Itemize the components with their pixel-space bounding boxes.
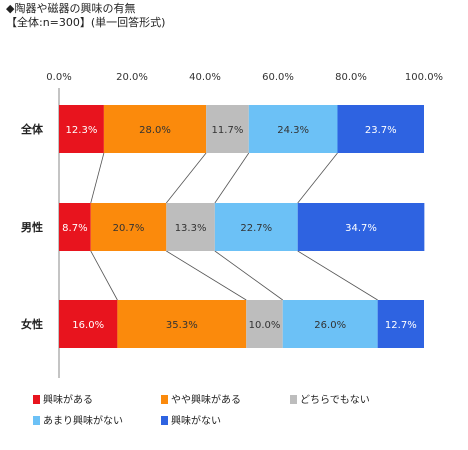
data-label: 35.3%: [166, 320, 198, 331]
connector-line: [214, 250, 283, 301]
chart-title: ◆陶器や磁器の興味の有無: [6, 2, 136, 15]
legend-label: 興味がある: [43, 393, 93, 406]
bar-segment: [297, 203, 425, 251]
bar-segment: [206, 105, 249, 153]
data-label: 28.0%: [139, 125, 171, 136]
x-tick-label: 100.0%: [405, 72, 443, 83]
data-label: 12.3%: [66, 125, 98, 136]
bar-segment: [59, 203, 91, 251]
data-label: 16.0%: [72, 320, 104, 331]
bar-segment: [377, 300, 424, 348]
x-tick-label: 20.0%: [116, 72, 148, 83]
connector-line: [297, 152, 338, 204]
legend-swatch: [161, 395, 168, 404]
bar-segment: [103, 105, 207, 153]
data-label: 11.7%: [212, 125, 244, 136]
data-label: 20.7%: [113, 223, 145, 234]
bar-segment: [166, 203, 215, 251]
legend-label: あまり興味がない: [43, 414, 123, 427]
legend-label: どちらでもない: [300, 394, 370, 406]
bar-segment: [337, 105, 424, 153]
bar-segment: [214, 203, 298, 251]
legend-swatch: [161, 416, 168, 425]
bar-segment: [282, 300, 378, 348]
data-label: 23.7%: [365, 125, 397, 136]
x-tick-label: 80.0%: [335, 72, 367, 83]
data-label: 34.7%: [345, 223, 377, 234]
data-label: 12.7%: [385, 320, 417, 331]
category-label: 全体: [20, 122, 44, 136]
data-label: 8.7%: [62, 223, 87, 234]
connector-line: [166, 250, 247, 301]
data-label: 24.3%: [277, 125, 309, 136]
connector-line: [297, 250, 378, 301]
bar-segment: [90, 203, 167, 251]
data-label: 13.3%: [175, 223, 207, 234]
data-label: 22.7%: [240, 223, 272, 234]
x-tick-label: 60.0%: [262, 72, 294, 83]
bar-segment: [59, 105, 104, 153]
legend-label: やや興味がある: [171, 393, 241, 406]
legend-swatch: [33, 395, 40, 404]
x-tick-label: 40.0%: [189, 72, 221, 83]
bar-segment: [248, 105, 338, 153]
category-label: 男性: [21, 220, 43, 234]
data-label: 10.0%: [249, 320, 281, 331]
legend-swatch: [33, 416, 40, 425]
legend-label: 興味がない: [171, 414, 221, 427]
data-label: 26.0%: [314, 320, 346, 331]
x-tick-label: 0.0%: [46, 72, 71, 83]
category-label: 女性: [21, 317, 43, 331]
connector-line: [90, 152, 105, 204]
connector-line: [214, 152, 250, 204]
bar-segment: [117, 300, 247, 348]
chart-subtitle: 【全体:n=300】(単一回答形式): [6, 16, 166, 29]
bar-segment: [246, 300, 283, 348]
bar-segment: [59, 300, 118, 348]
legend-swatch: [290, 395, 297, 404]
connector-line: [165, 152, 207, 204]
connector-line: [90, 250, 118, 301]
